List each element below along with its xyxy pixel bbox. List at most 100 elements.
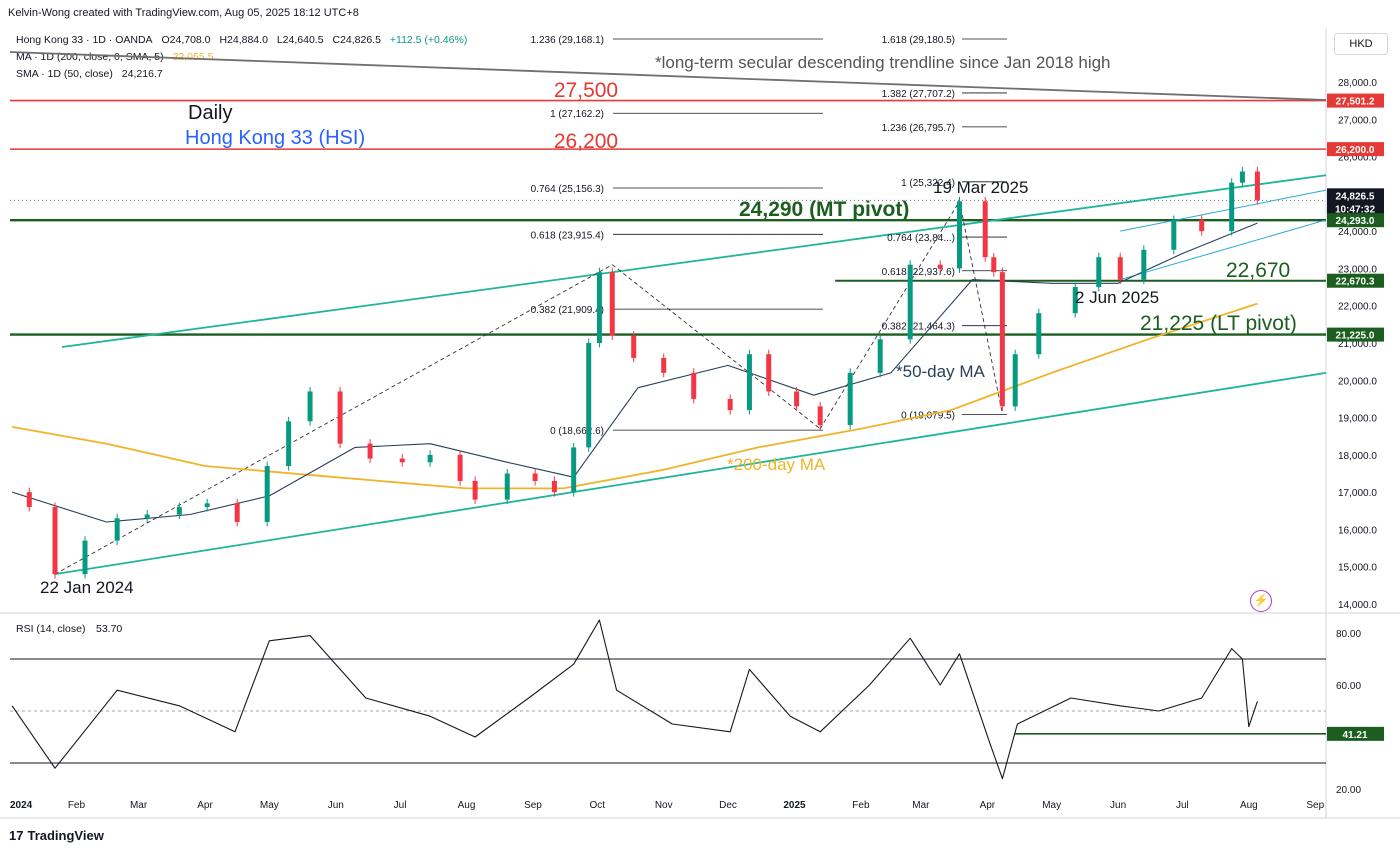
candle-body: [1096, 257, 1102, 288]
secular-trendline: [9, 51, 1327, 101]
candle-body: [457, 454, 463, 481]
channel-resistance-line: [61, 174, 1327, 348]
legend-symbol[interactable]: Hong Kong 33 · 1D · OANDA: [16, 34, 153, 46]
price-tick-label: 15,000.0: [1338, 563, 1377, 574]
fib-level-label: 1.236 (26,795.7): [882, 123, 955, 134]
candle-body: [82, 540, 88, 575]
tradingview-logo: 17 TradingView: [9, 828, 104, 843]
fib-level-label: 1.236 (29,168.1): [531, 35, 604, 46]
candle-body: [367, 443, 373, 459]
fib2-swing-up: [819, 201, 960, 429]
price-tick-label: 28,000.0: [1338, 78, 1377, 89]
price-badge: [1327, 188, 1384, 203]
price-badge-label: 24,293.0: [1336, 216, 1375, 227]
legend-sma50-name: SMA · 1D (50, close): [16, 68, 113, 80]
candle-body: [532, 473, 538, 481]
price-tick-label: 17,000.0: [1338, 488, 1377, 499]
attribution-text: Kelvin-Wong created with TradingView.com…: [8, 7, 359, 19]
price-tick-label: 22,000.0: [1338, 302, 1377, 313]
candle-body: [691, 372, 697, 399]
time-axis-label: Aug: [458, 800, 476, 811]
candle-body: [307, 391, 313, 422]
candle-body: [427, 454, 433, 463]
fib1-swing-up: [54, 264, 613, 575]
candle-body: [631, 335, 637, 358]
candle-body: [991, 257, 997, 273]
price-badge: [1327, 93, 1384, 108]
candle-body: [571, 447, 577, 493]
candle-body: [26, 492, 32, 508]
rsi-title: RSI (14, close): [16, 623, 85, 635]
candle-body: [176, 507, 182, 515]
price-tick-label: 20,000.0: [1338, 376, 1377, 387]
mt-pivot-label: 24,290 (MT pivot): [739, 198, 909, 221]
candle-body: [1072, 287, 1078, 314]
fib-level-label: 1 (25,322.4): [901, 178, 955, 189]
legend-low: L24,640.5: [276, 34, 324, 46]
candle-body: [609, 272, 615, 336]
candle-body: [337, 391, 343, 444]
time-axis-label: Feb: [852, 800, 870, 811]
time-axis-label: May: [260, 800, 279, 811]
fib1-swing-down: [611, 264, 821, 430]
legend-sma50-row[interactable]: SMA · 1D (50, close) 24,216.7: [16, 68, 169, 80]
ma200-note: *200-day MA: [727, 455, 826, 474]
candle-body: [144, 514, 150, 519]
currency-button[interactable]: HKD: [1334, 33, 1388, 55]
candle-body: [234, 503, 240, 522]
candle-body: [551, 480, 557, 493]
price-tick-label: 14,000.0: [1338, 600, 1377, 611]
level-label-27500: 27,500: [554, 79, 618, 102]
fib-level-label: 1.382 (27,707.2): [882, 89, 955, 100]
candle-body: [1117, 257, 1123, 280]
chart-subtitle: Daily: [188, 102, 232, 124]
price-tick-label: 19,000.0: [1338, 414, 1377, 425]
fib-level-label: 1 (27,162.2): [550, 109, 604, 120]
price-tick-label: 26,000.0: [1338, 153, 1377, 164]
fib-level-label: 0.618 (23,915.4): [531, 230, 604, 241]
rsi-value: 53.70: [96, 623, 122, 635]
price-badge: [1327, 201, 1384, 216]
candle-body: [847, 372, 853, 426]
candle-body: [504, 473, 510, 500]
time-axis-label: Feb: [68, 800, 86, 811]
price-badge-label: 10:47:32: [1335, 204, 1375, 215]
price-badge-label: 27,501.2: [1336, 97, 1375, 108]
lightning-icon[interactable]: ⚡: [1250, 590, 1272, 612]
candle-body: [52, 507, 58, 575]
price-tick-label: 16,000.0: [1338, 525, 1377, 536]
fib-level-label: 0.382 (21,909.4): [531, 305, 604, 316]
price-badge: [1327, 213, 1384, 228]
legend-ma200-value: 22,055.5: [172, 51, 214, 63]
rsi-badge: [1327, 726, 1384, 741]
legend-change: +112.5 (+0.46%): [389, 34, 468, 46]
candle-body: [1199, 219, 1205, 232]
time-axis-label: Apr: [197, 800, 213, 811]
time-axis-label: Jun: [328, 800, 344, 811]
price-tick-label: 24,000.0: [1338, 227, 1377, 238]
time-axis-label: Nov: [655, 800, 673, 811]
fib-level-label: 0 (18,662.6): [550, 426, 604, 437]
candle-body: [399, 458, 405, 463]
tradingview-logo-text: TradingView: [27, 828, 104, 843]
time-axis-label: May: [1042, 800, 1061, 811]
time-axis-label: Mar: [912, 800, 930, 811]
short-channel-lower: [1120, 219, 1327, 281]
fib-level-label: 0.764 (23,84...): [887, 233, 955, 244]
candle-body: [204, 503, 210, 508]
time-axis-label: Apr: [980, 800, 996, 811]
lt-pivot-label: 21,225 (LT pivot): [1140, 312, 1297, 335]
time-axis-label: Jul: [394, 800, 407, 811]
candle-body: [1239, 171, 1245, 183]
sma50-line: [11, 222, 1258, 523]
date-label-mar25: 19 Mar 2025: [933, 178, 1028, 197]
time-axis-label: 2025: [783, 800, 806, 811]
rsi-tick-label: 60.00: [1336, 681, 1361, 692]
candle-body: [472, 480, 478, 500]
candle-body: [794, 391, 800, 407]
candle-body: [877, 339, 883, 373]
candle-body: [661, 357, 667, 373]
time-axis-label: Sep: [524, 800, 542, 811]
legend-close: C24,826.5: [332, 34, 381, 46]
